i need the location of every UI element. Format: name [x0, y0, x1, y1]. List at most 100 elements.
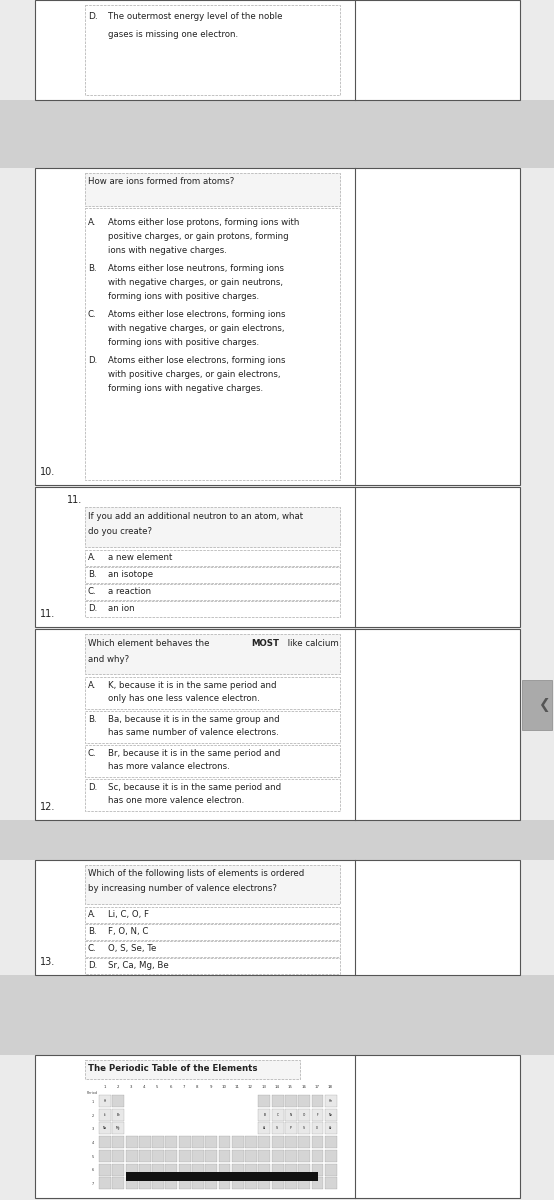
- FancyBboxPatch shape: [179, 1177, 191, 1189]
- Text: 11.: 11.: [67, 494, 82, 505]
- Text: Br, because it is in the same period and: Br, because it is in the same period and: [108, 749, 280, 758]
- FancyBboxPatch shape: [99, 1164, 111, 1176]
- FancyBboxPatch shape: [152, 1177, 164, 1189]
- Text: The Periodic Table of the Elements: The Periodic Table of the Elements: [88, 1064, 258, 1073]
- Text: Al: Al: [263, 1127, 266, 1130]
- FancyBboxPatch shape: [232, 1136, 244, 1148]
- FancyBboxPatch shape: [85, 710, 340, 743]
- Text: Na: Na: [103, 1127, 107, 1130]
- FancyBboxPatch shape: [139, 1177, 151, 1189]
- FancyBboxPatch shape: [139, 1136, 151, 1148]
- FancyBboxPatch shape: [205, 1164, 217, 1176]
- FancyBboxPatch shape: [298, 1177, 310, 1189]
- FancyBboxPatch shape: [258, 1109, 270, 1121]
- FancyBboxPatch shape: [218, 1164, 230, 1176]
- FancyBboxPatch shape: [325, 1150, 337, 1162]
- Text: 2: 2: [92, 1114, 94, 1117]
- Text: MOST: MOST: [251, 638, 279, 648]
- FancyBboxPatch shape: [112, 1150, 124, 1162]
- FancyBboxPatch shape: [35, 0, 520, 100]
- FancyBboxPatch shape: [311, 1164, 324, 1176]
- FancyBboxPatch shape: [85, 550, 340, 566]
- FancyBboxPatch shape: [85, 208, 340, 480]
- FancyBboxPatch shape: [285, 1109, 297, 1121]
- Text: has more valance electrons.: has more valance electrons.: [108, 762, 230, 770]
- Text: Atoms either lose electrons, forming ions: Atoms either lose electrons, forming ion…: [108, 310, 285, 319]
- Text: 5: 5: [92, 1154, 94, 1159]
- Text: How are ions formed from atoms?: How are ions formed from atoms?: [88, 176, 234, 186]
- Text: The outermost energy level of the noble: The outermost energy level of the noble: [108, 12, 283, 20]
- FancyBboxPatch shape: [85, 779, 340, 811]
- FancyBboxPatch shape: [85, 584, 340, 600]
- FancyBboxPatch shape: [85, 924, 340, 940]
- Text: and why?: and why?: [88, 655, 129, 664]
- FancyBboxPatch shape: [179, 1150, 191, 1162]
- Text: S: S: [303, 1127, 305, 1130]
- Text: Ne: Ne: [329, 1112, 333, 1117]
- FancyBboxPatch shape: [218, 1177, 230, 1189]
- FancyBboxPatch shape: [245, 1164, 257, 1176]
- Text: B.: B.: [88, 570, 96, 578]
- Text: C.: C.: [88, 587, 96, 596]
- Text: N: N: [290, 1112, 292, 1117]
- Text: 9: 9: [209, 1085, 212, 1090]
- Text: like calcium: like calcium: [285, 638, 338, 648]
- FancyBboxPatch shape: [85, 601, 340, 617]
- FancyBboxPatch shape: [245, 1177, 257, 1189]
- FancyBboxPatch shape: [298, 1150, 310, 1162]
- FancyBboxPatch shape: [311, 1094, 324, 1108]
- FancyBboxPatch shape: [112, 1164, 124, 1176]
- Text: A.: A.: [88, 553, 96, 562]
- FancyBboxPatch shape: [271, 1136, 284, 1148]
- FancyBboxPatch shape: [139, 1164, 151, 1176]
- FancyBboxPatch shape: [232, 1164, 244, 1176]
- FancyBboxPatch shape: [522, 680, 552, 730]
- Text: Period: Period: [87, 1091, 98, 1094]
- Text: D.: D.: [88, 12, 98, 20]
- FancyBboxPatch shape: [218, 1150, 230, 1162]
- FancyBboxPatch shape: [99, 1122, 111, 1134]
- Text: a reaction: a reaction: [108, 587, 151, 596]
- FancyBboxPatch shape: [99, 1150, 111, 1162]
- FancyBboxPatch shape: [85, 907, 340, 923]
- Text: 14: 14: [274, 1085, 279, 1090]
- FancyBboxPatch shape: [85, 506, 340, 547]
- Text: has same number of valence electrons.: has same number of valence electrons.: [108, 728, 279, 737]
- Text: Which element behaves the: Which element behaves the: [88, 638, 212, 648]
- FancyBboxPatch shape: [35, 860, 520, 974]
- FancyBboxPatch shape: [85, 634, 340, 674]
- Text: Be: Be: [116, 1112, 120, 1117]
- Text: ❮: ❮: [538, 698, 550, 712]
- Text: Mg: Mg: [116, 1127, 120, 1130]
- Text: Cl: Cl: [316, 1127, 319, 1130]
- Text: 3: 3: [92, 1127, 94, 1132]
- FancyBboxPatch shape: [245, 1136, 257, 1148]
- Text: Li: Li: [104, 1112, 106, 1117]
- Text: 12.: 12.: [40, 802, 55, 812]
- FancyBboxPatch shape: [166, 1177, 177, 1189]
- Text: Sc, because it is in the same period and: Sc, because it is in the same period and: [108, 782, 281, 792]
- FancyBboxPatch shape: [166, 1150, 177, 1162]
- FancyBboxPatch shape: [311, 1150, 324, 1162]
- Text: a new element: a new element: [108, 553, 172, 562]
- FancyBboxPatch shape: [271, 1094, 284, 1108]
- FancyBboxPatch shape: [285, 1136, 297, 1148]
- Text: D.: D.: [88, 604, 98, 613]
- Text: A.: A.: [88, 910, 96, 919]
- FancyBboxPatch shape: [126, 1164, 137, 1176]
- FancyBboxPatch shape: [285, 1164, 297, 1176]
- FancyBboxPatch shape: [298, 1109, 310, 1121]
- FancyBboxPatch shape: [271, 1177, 284, 1189]
- FancyBboxPatch shape: [311, 1136, 324, 1148]
- FancyBboxPatch shape: [126, 1150, 137, 1162]
- FancyBboxPatch shape: [112, 1177, 124, 1189]
- Text: He: He: [329, 1099, 333, 1103]
- FancyBboxPatch shape: [271, 1122, 284, 1134]
- Text: 10.: 10.: [40, 467, 55, 476]
- FancyBboxPatch shape: [126, 1177, 137, 1189]
- Text: ions with negative charges.: ions with negative charges.: [108, 246, 227, 254]
- Text: Atoms either lose electrons, forming ions: Atoms either lose electrons, forming ion…: [108, 356, 285, 365]
- Text: H: H: [104, 1099, 106, 1103]
- Text: 13: 13: [261, 1085, 266, 1090]
- FancyBboxPatch shape: [325, 1164, 337, 1176]
